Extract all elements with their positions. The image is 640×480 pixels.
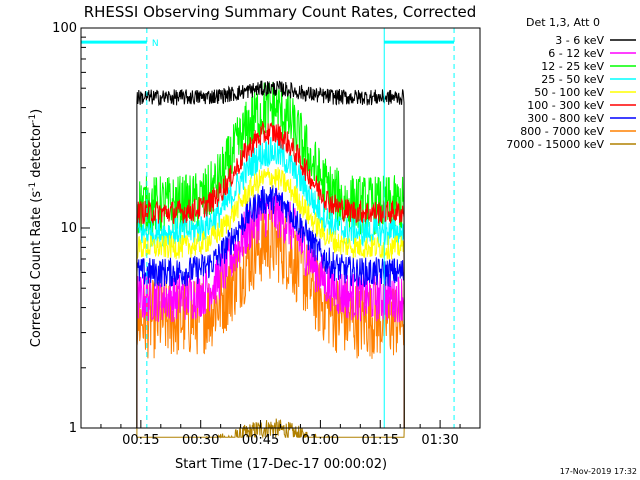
x-axis-label: Start Time (17-Dec-17 00:00:02)	[175, 457, 387, 472]
marker-label-n: N	[152, 39, 159, 49]
legend-label-1: 6 - 12 keV	[548, 47, 604, 60]
x-tick-label-3: 01:00	[302, 433, 339, 448]
x-tick-label-2: 00:45	[242, 433, 279, 448]
x-tick-label-1: 00:30	[182, 433, 219, 448]
series-line-5	[136, 120, 405, 429]
y-axis: 1 10 100	[52, 21, 90, 436]
series-line-8	[136, 418, 405, 439]
y-tick-label-1: 10	[60, 221, 77, 236]
x-tick-label-4: 01:15	[362, 433, 399, 448]
series-line-2	[136, 82, 405, 429]
series-line-3	[136, 137, 405, 429]
chart-title: RHESSI Observing Summary Count Rates, Co…	[84, 3, 477, 21]
legend-label-7: 800 - 7000 keV	[520, 125, 604, 138]
y-axis-label: Corrected Count Rate (s-1 detector-1)	[28, 109, 44, 347]
timestamp: 17-Nov-2019 17:32	[560, 467, 637, 476]
y-tick-label-2: 100	[52, 21, 77, 36]
legend-label-0: 3 - 6 keV	[555, 34, 604, 47]
y-tick-label-0: 1	[69, 421, 77, 436]
y-axis-label-end: )	[29, 109, 44, 114]
y-axis-label-main: Corrected Count Rate (s	[29, 191, 44, 348]
x-tick-label-0: 00:15	[122, 433, 159, 448]
y-axis-label-sup2: -1	[28, 114, 38, 123]
x-axis: 00:15 00:30 00:45 01:00 01:15 01:30	[100, 420, 461, 448]
y-axis-label-sup1: -1	[28, 182, 38, 191]
y-axis-label-mid: detector	[29, 122, 44, 182]
legend-label-6: 300 - 800 keV	[527, 112, 604, 125]
series-line-6	[136, 185, 405, 429]
data-layer	[136, 80, 405, 439]
legend-label-8: 7000 - 15000 keV	[506, 138, 604, 151]
legend-label-3: 25 - 50 keV	[541, 73, 604, 86]
series-line-4	[136, 167, 405, 429]
x-tick-label-5: 01:30	[421, 433, 458, 448]
legend-header: Det 1,3, Att 0	[526, 16, 600, 29]
legend-label-5: 100 - 300 keV	[527, 99, 604, 112]
legend-label-4: 50 - 100 keV	[534, 86, 604, 99]
legend-label-2: 12 - 25 keV	[541, 60, 604, 73]
series-line-0	[136, 80, 405, 429]
